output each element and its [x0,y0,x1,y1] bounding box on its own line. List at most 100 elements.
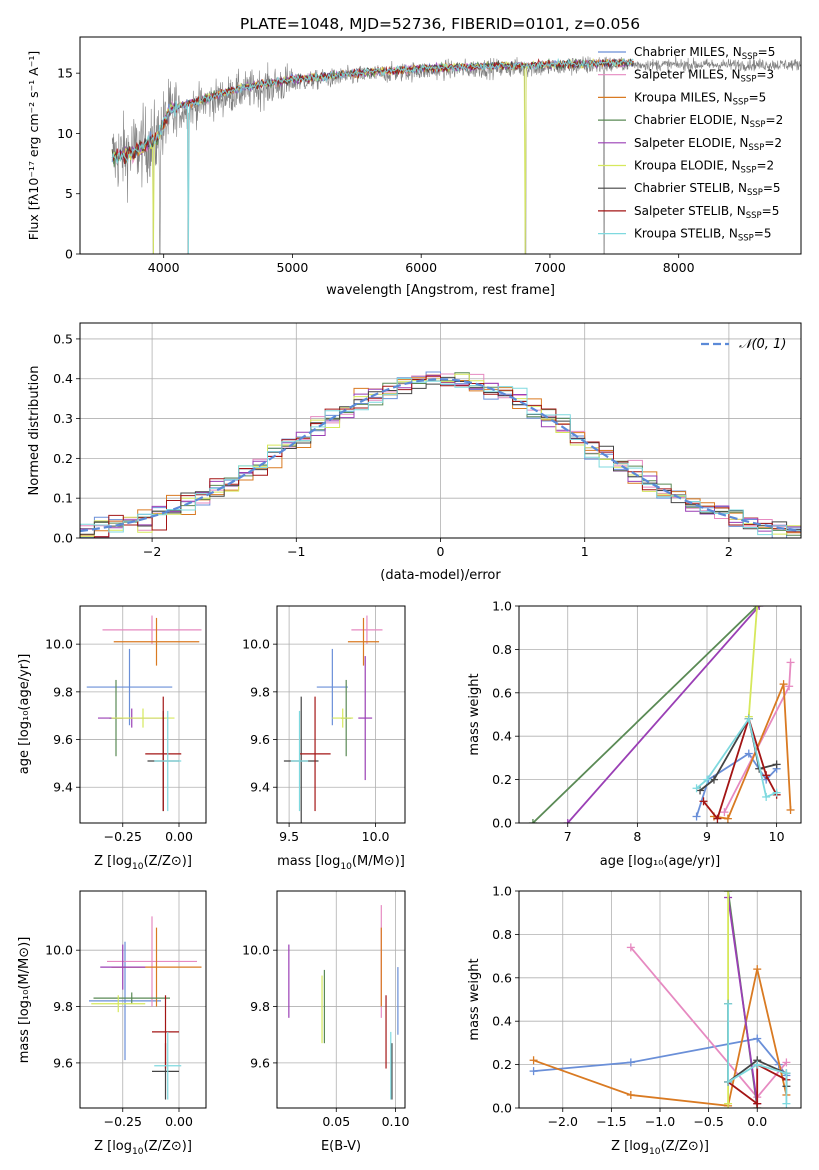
y-tick-label: 0.4 [492,1014,512,1029]
y-tick-label: 10.0 [45,943,73,958]
model-spectrum [111,58,634,165]
axes-frame-ageZ [79,605,207,824]
y-tick-label: 9.8 [250,684,270,699]
y-axis-label: Normed distribution [27,366,42,496]
legend-text: Salpeter STELIB, N [634,204,746,218]
y-tick-label: 9.8 [250,999,270,1014]
model-spectrum [111,58,634,162]
x-tick-label: −0.25 [104,829,142,844]
model-spectrum [111,57,634,254]
y-axis-label: age [log₁₀(age/yr)] [17,654,32,775]
y-tick-label: 9.6 [250,732,270,747]
x-tick-label: 7 [564,829,572,844]
legend-text: =2 [756,159,774,173]
y-axis-label: mass weight [467,673,482,755]
model-spectrum [111,58,634,254]
x-tick-label: −0.5 [693,1114,723,1129]
x-tick-label: −1.5 [596,1114,626,1129]
weight-line [727,897,759,1104]
plot-area-residuals [80,323,801,538]
y-tick-label: 0.8 [492,927,512,942]
legend-entry: Chabrier STELIB, NSSP=5 [634,181,781,198]
x-axis-label: (data-model)/error [380,568,501,583]
x-tick-label: 0.05 [322,1114,350,1129]
x-tick-label: 0.0 [747,1114,767,1129]
legend-text: Kroupa ELODIE, N [634,159,741,173]
x-tick-label: 10 [769,829,785,844]
legend-text: =5 [754,227,772,241]
label-part: (M/M⊙)] [352,854,405,869]
label-sub: 10 [132,1147,144,1157]
y-tick-label: 9.6 [53,1055,73,1070]
y-axis-label: mass weight [467,958,482,1040]
legend-entry: Salpeter STELIB, NSSP=5 [634,204,779,221]
y-tick-label: 0.5 [53,331,73,346]
x-axis-label: Z [log10(Z/Z⊙)] [94,1139,192,1157]
axes-frame-massEBV [276,890,406,1109]
x-tick-label: 8000 [663,260,695,275]
y-tick-label: 1.0 [492,599,512,614]
y-tick-label: 0.1 [53,491,73,506]
x-tick-label: −0.25 [104,1114,142,1129]
y-tick-label: 9.4 [53,780,73,795]
label-part: Z [log [94,1139,132,1154]
legend-entry: Chabrier ELODIE, NSSP=2 [634,113,783,130]
label-sub: 10 [132,862,144,872]
legend-sub: SSP [741,75,757,85]
x-axis-label: E(B-V) [321,1139,361,1154]
x-tick-label: 1 [581,544,589,559]
legend-sub: SSP [748,143,764,153]
legend-sub: SSP [738,234,754,244]
axes-frame-spectrum [79,36,802,255]
label-part: Z [log [611,1139,649,1154]
plot-area-massZ [80,891,206,1108]
y-tick-label: 0.8 [492,642,512,657]
figure-title: PLATE=1048, MJD=52736, FIBERID=0101, z=0… [240,15,640,33]
x-axis-label: wavelength [Angstrom, rest frame] [326,283,555,298]
x-tick-label: 2 [725,544,733,559]
y-tick-label: 1.0 [492,884,512,899]
legend-sub: SSP [750,120,766,130]
weight-line [567,606,760,823]
plot-area-ageMass [277,606,405,823]
plot-area-massEBV [277,891,405,1108]
x-tick-label: 10.0 [362,829,390,844]
x-tick-label: 5000 [277,260,309,275]
y-tick-label: 5 [65,186,73,201]
legend-text: =5 [763,181,781,195]
plot-area-wAge [519,606,801,823]
legend-text: Kroupa STELIB, N [634,227,738,241]
x-tick-label: 0 [437,544,445,559]
legend-entry: 𝒩(0, 1) [739,337,786,352]
legend-text: Chabrier MILES, N [634,45,742,59]
label-part: (Z/Z⊙)] [144,1139,192,1154]
x-tick-label: −1 [287,544,305,559]
y-tick-label: 0.2 [53,451,73,466]
weight-line [532,606,758,823]
y-tick-label: 10.0 [45,637,73,652]
legend-entry: Kroupa MILES, NSSP=5 [634,90,766,107]
y-tick-label: 0.6 [492,685,512,700]
residual-histogram [80,374,801,538]
label-sub: 10 [649,1147,661,1157]
y-tick-label: 0.0 [53,531,73,546]
legend-entry: Salpeter ELODIE, NSSP=2 [634,136,782,153]
y-tick-label: 0.3 [53,411,73,426]
y-tick-label: 0.0 [492,816,512,831]
x-axis-label: mass [log10(M/M⊙)] [277,854,405,872]
x-tick-label: 0.00 [165,829,193,844]
legend-text: =2 [766,113,784,127]
data-spectrum [111,55,801,254]
y-tick-label: 9.8 [53,999,73,1014]
y-tick-label: 0.0 [492,1101,512,1116]
legend-text: =2 [764,136,782,150]
model-spectrum [111,58,634,164]
x-tick-label: −1.0 [645,1114,675,1129]
residual-histogram [80,377,801,536]
y-tick-label: 10 [57,126,73,141]
axes-frame-massZ [79,890,207,1109]
legend-sub: SSP [746,211,762,221]
y-tick-label: 0 [65,247,73,262]
x-tick-label: 0.10 [382,1114,410,1129]
y-tick-label: 9.8 [53,684,73,699]
